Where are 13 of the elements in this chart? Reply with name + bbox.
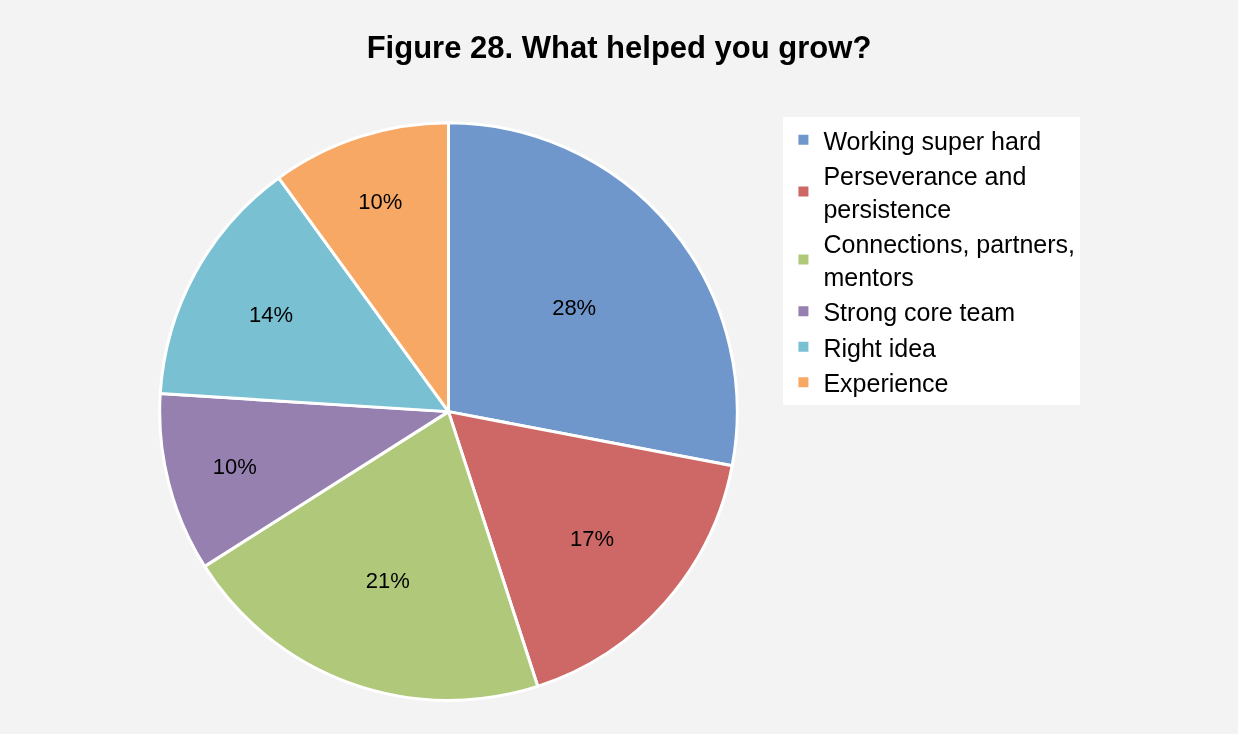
legend-label: Strong core team: [823, 298, 1016, 327]
data-label: 28%: [552, 295, 597, 321]
legend-label: Connections, partners, mentors: [823, 230, 1075, 291]
legend-label: Right idea: [823, 333, 937, 362]
chart-title: Figure 28. What helped you grow?: [366, 30, 872, 66]
legend-label: Working super hard: [823, 126, 1042, 155]
legend-label: Perseverance and persistence: [823, 162, 1027, 223]
data-label: 21%: [365, 567, 410, 593]
data-label: 17%: [570, 525, 615, 551]
data-label: 10%: [358, 189, 403, 215]
data-label: 14%: [248, 301, 293, 327]
data-label: 10%: [212, 453, 257, 479]
legend-label: Experience: [823, 369, 949, 398]
